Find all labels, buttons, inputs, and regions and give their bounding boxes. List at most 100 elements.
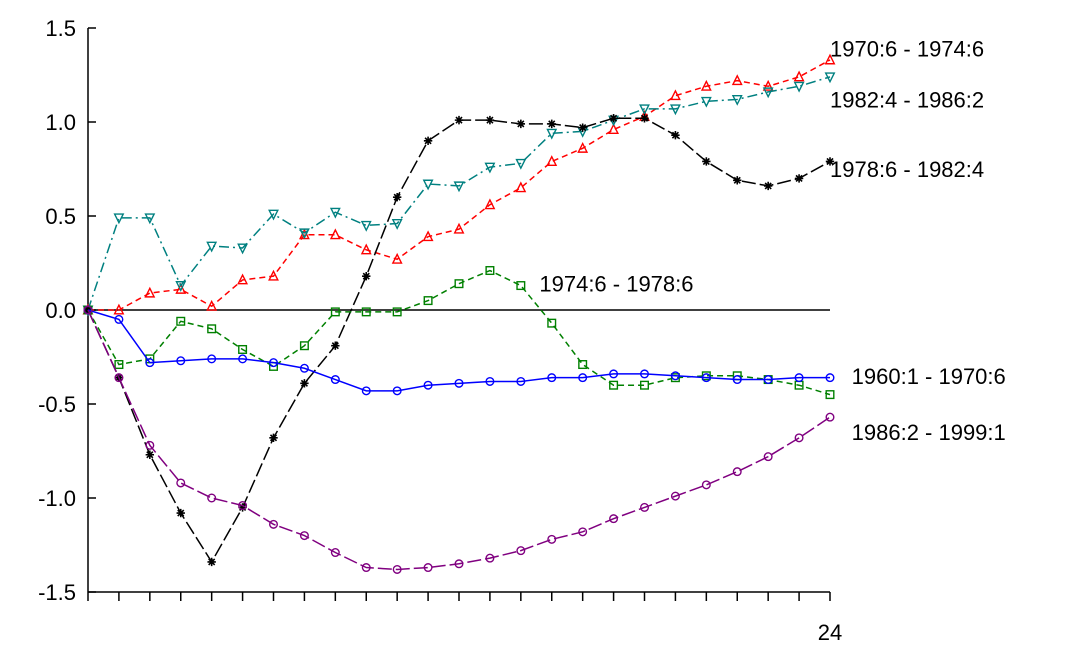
y-tick-label: -1.5 (38, 580, 76, 605)
data-point (516, 281, 526, 291)
data-point (794, 373, 804, 383)
data-point (732, 467, 742, 477)
data-point (640, 502, 650, 512)
data-point (793, 70, 805, 82)
series-1970-6-1974-6 (82, 53, 836, 315)
data-point (238, 501, 248, 511)
series-line (87, 309, 830, 392)
data-point (608, 123, 620, 135)
data-point (701, 373, 711, 383)
data-point (453, 222, 465, 234)
data-point (824, 72, 836, 84)
data-point (299, 531, 309, 541)
data-point (329, 228, 341, 240)
series-line (88, 59, 831, 311)
data-point (578, 123, 587, 132)
data-point (546, 128, 558, 140)
data-point (640, 369, 650, 379)
data-point (577, 141, 589, 153)
data-point (361, 563, 371, 573)
data-point (114, 360, 124, 370)
data-point (485, 376, 495, 386)
data-point (300, 379, 309, 388)
data-point (609, 380, 619, 390)
y-tick-label: 0.0 (45, 298, 76, 323)
data-point (391, 219, 403, 230)
data-point (515, 181, 527, 193)
data-point (113, 303, 125, 315)
data-point (547, 318, 557, 328)
data-point (671, 130, 680, 140)
data-point (485, 115, 495, 125)
data-point (269, 358, 279, 368)
data-point (731, 74, 743, 86)
data-point (454, 279, 464, 289)
data-point (207, 493, 217, 503)
data-point (144, 286, 156, 298)
data-point (237, 243, 249, 255)
data-point (360, 220, 372, 232)
data-point (361, 386, 371, 396)
data-point (484, 198, 496, 210)
series-line (87, 76, 831, 311)
data-point (731, 94, 743, 106)
data-point (175, 282, 187, 294)
y-tick-label: 1.0 (45, 110, 76, 135)
axes: 1.5 1.0 0.5 0.0 -0.5 -1.0 -1.5 24 (38, 16, 842, 645)
y-tick-label: 1.5 (45, 16, 76, 41)
data-point (825, 412, 835, 422)
data-point (330, 307, 340, 317)
data-point (176, 316, 186, 326)
data-point (207, 354, 217, 364)
data-point (609, 514, 619, 524)
data-point (825, 390, 835, 400)
series-label-1960-1-1970-6: 1960:1 - 1970:6 (852, 364, 1006, 389)
x-tick-label: 24 (818, 620, 842, 645)
data-point (825, 157, 835, 166)
series-1960-1-1970-6 (83, 305, 835, 396)
data-point (362, 271, 371, 281)
series-line (87, 309, 831, 571)
data-point (609, 369, 619, 379)
data-point (670, 491, 680, 501)
data-point (422, 179, 434, 191)
data-point (237, 273, 249, 285)
data-point (516, 119, 526, 129)
data-point (454, 378, 464, 388)
data-point (762, 87, 774, 99)
series-label-1978-6-1982-4: 1978:6 - 1982:4 (830, 157, 984, 182)
plot-area (82, 53, 836, 574)
data-point (669, 104, 681, 116)
data-point (299, 341, 309, 351)
data-point (176, 356, 186, 366)
data-point (454, 559, 464, 569)
data-point (113, 213, 125, 225)
data-point (206, 299, 218, 311)
data-point (794, 433, 804, 443)
series-label-1982-4-1986-2: 1982:4 - 1986:2 (830, 87, 984, 112)
data-point (485, 266, 495, 276)
data-point (114, 314, 124, 324)
data-point (360, 243, 372, 255)
data-point (176, 508, 185, 518)
data-point (423, 380, 433, 390)
data-point (763, 375, 773, 385)
data-point (515, 158, 527, 170)
data-point (763, 452, 773, 462)
data-point (639, 104, 650, 116)
data-point (578, 360, 588, 370)
series-1986-2-1999-1 (83, 305, 835, 574)
data-point (702, 157, 711, 166)
series-line (87, 269, 831, 396)
data-point (145, 440, 155, 450)
data-point (145, 450, 155, 459)
y-tick-label: -1.0 (38, 486, 76, 511)
data-point (516, 546, 526, 556)
data-point (762, 79, 774, 91)
data-point (824, 53, 836, 65)
data-point (268, 269, 279, 281)
series-line (87, 117, 831, 564)
data-point (609, 114, 618, 123)
data-point (207, 324, 217, 334)
